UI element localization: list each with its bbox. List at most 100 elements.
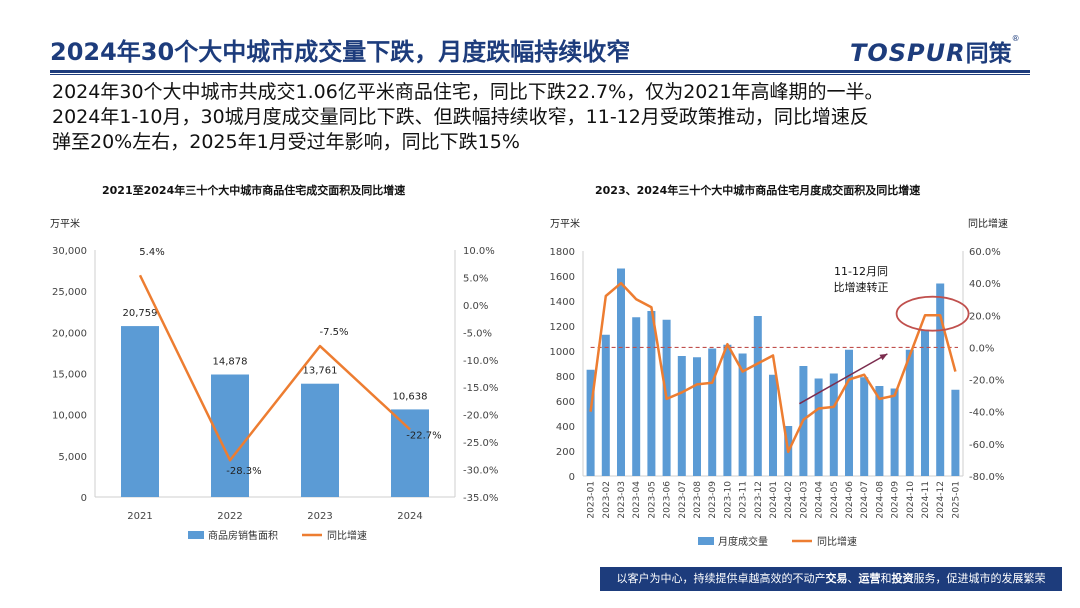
chart1-ytick-label: 15,000: [52, 370, 87, 381]
chart2-xtick-label: 2024-09: [891, 481, 901, 519]
chart2-xtick-label: 2023-05: [647, 481, 657, 519]
chart1-y2tick-label: -5.0%: [463, 328, 492, 339]
chart2-highlight-ellipse: [895, 295, 970, 332]
chart2-xtick-label: 2024-08: [875, 481, 885, 519]
footer-sep-2: 和: [880, 572, 892, 585]
chart1-growth-line: [138, 274, 411, 462]
chart2-legend-bar-label: 月度成交量: [718, 535, 768, 548]
chart1-y2tick-label: -30.0%: [463, 466, 498, 477]
chart2-bar: [632, 317, 641, 476]
chart2-xtick-label: 2024-05: [830, 481, 840, 519]
logo-reg: ®: [1011, 34, 1020, 43]
chart1-xtick-label: 2021: [127, 511, 152, 522]
chart1-ytick-label: 10,000: [52, 411, 87, 422]
footer-text-1: 以客户为中心，持续提供卓越高效的不动产: [616, 572, 826, 585]
chart2-xtick-label: 2023-11: [739, 481, 749, 519]
tospur-logo: TOSPUR同策®: [850, 34, 1020, 68]
chart1-y2tick-label: -25.0%: [463, 438, 498, 449]
chart1-xtick-label: 2024: [397, 511, 422, 522]
footer-banner: 以客户为中心，持续提供卓越高效的不动产交易、运营和投资服务，促进城市的发展繁荣: [600, 567, 1062, 591]
chart1-ytick-label: 20,000: [52, 328, 87, 339]
chart2-ytick-label: 1000: [550, 347, 575, 358]
chart1-xtick-label: 2022: [217, 511, 242, 522]
chart2-bar: [647, 311, 656, 476]
chart2-bar: [708, 348, 717, 476]
title-rule-thin: [50, 74, 1030, 75]
chart2-xtick-label: 2023-03: [617, 481, 627, 519]
chart2-annotation-line2: 比增速转正: [834, 280, 889, 294]
chart2-bar: [617, 268, 625, 476]
chart1-bar-label: 14,878: [213, 357, 248, 368]
chart1-ytick-label: 5,000: [58, 452, 87, 463]
chart2-xtick-label: 2023-06: [663, 481, 673, 519]
chart1-line-label: -28.3%: [226, 466, 261, 477]
chart2-bar: [769, 374, 777, 476]
chart1-y2tick-label: 0.0%: [463, 301, 488, 312]
summary-text: 2024年30个大中城市共成交1.06亿平米商品住宅，同比下跌22.7%，仅为2…: [52, 80, 1042, 155]
chart1-y2tick-label: -15.0%: [463, 383, 498, 394]
chart2-xtick-label: 2024-07: [860, 481, 870, 519]
chart1-bar-label: 13,761: [303, 366, 338, 377]
chart1-line-label: -7.5%: [319, 327, 348, 338]
chart2-xtick-label: 2023-12: [754, 481, 764, 519]
chart1-ytick-label: 25,000: [52, 287, 87, 298]
chart1-xtick-label: 2023: [307, 511, 332, 522]
chart2-xtick-label: 2024-06: [845, 481, 855, 519]
chart2-y2label: 同比增速: [968, 217, 1008, 230]
chart2-y2tick-label: -60.0%: [969, 440, 1004, 451]
chart2-bar: [936, 283, 945, 476]
chart2-ytick-label: 1800: [550, 247, 575, 258]
chart2-legend-bar-swatch: [698, 537, 714, 545]
chart2-ytick-label: 1400: [550, 297, 575, 308]
chart2-y2tick-label: -40.0%: [969, 408, 1004, 419]
footer-sep-1: 、: [847, 572, 859, 585]
chart2-xtick-label: 2023-10: [723, 481, 733, 519]
chart1-y2tick-label: -10.0%: [463, 356, 498, 367]
chart2-xtick-label: 2024-03: [799, 481, 809, 519]
chart2-bar: [829, 373, 838, 476]
chart2-xtick-label: 2023-01: [587, 481, 597, 519]
summary-line-3: 弹至20%左右，2025年1月受过年影响，同比下跌15%: [52, 131, 520, 153]
chart1-line-label: 5.4%: [139, 247, 164, 258]
chart2-title: 2023、2024年三十个大中城市商品住宅月度成交面积及同比增速: [595, 184, 921, 197]
chart1-line-label: -22.7%: [406, 430, 441, 441]
chart2-xtick-label: 2023-07: [678, 481, 688, 519]
footer-bold-2: 运营: [858, 572, 881, 585]
monthly-chart: 万平米 同比增速020040060080010001200140016001800…: [550, 217, 1008, 548]
summary-line-1: 2024年30个大中城市共成交1.06亿平米商品住宅，同比下跌22.7%，仅为2…: [52, 81, 884, 103]
chart2-growth-line: [589, 281, 957, 454]
chart2-ytick-label: 800: [556, 372, 575, 383]
page-title: 2024年30个大中城市成交量下跌，月度跌幅持续收窄: [50, 38, 631, 66]
chart2-ytick-label: 0: [569, 472, 575, 483]
chart1-ytick-label: 30,000: [52, 246, 87, 257]
footer-bold-1: 交易: [825, 572, 848, 585]
chart2-bar: [738, 353, 747, 476]
footer-text-2: 服务，促进城市的发展繁荣: [913, 572, 1046, 585]
chart2-xtick-label: 2025-01: [951, 481, 961, 519]
chart2-trend-arrow: [799, 353, 888, 405]
chart2-bar: [814, 378, 823, 476]
chart2-y2tick-label: 0.0%: [969, 343, 994, 354]
chart1-y2tick-label: -35.0%: [463, 493, 498, 504]
chart2-bar: [723, 344, 732, 476]
chart1-y2tick-label: -20.0%: [463, 411, 498, 422]
chart1-ytick-label: 0: [81, 493, 87, 504]
chart2-xtick-label: 2023-02: [602, 481, 612, 519]
chart2-xtick-label: 2024-04: [815, 481, 825, 519]
chart2-xtick-label: 2024-11: [921, 481, 931, 519]
chart2-ytick-label: 1200: [550, 322, 575, 333]
chart1-bar-label: 20,759: [123, 308, 158, 319]
chart2-ytick-label: 200: [556, 447, 575, 458]
chart2-bar: [586, 369, 595, 476]
chart2-bar: [677, 356, 686, 476]
chart2-y2tick-label: 40.0%: [969, 279, 1001, 290]
chart1-y2tick-label: 10.0%: [463, 246, 495, 257]
chart2-bar: [860, 377, 869, 476]
chart2-annotation-line1: 11-12月同: [834, 265, 888, 278]
chart2-bar: [693, 357, 701, 476]
chart2-bar: [951, 389, 960, 476]
chart2-ytick-label: 400: [556, 422, 575, 433]
annual-chart: 万平米 0 5,000 10,000 15,000 20,000 25,000 30,000 -…: [50, 217, 498, 542]
chart1-legend-line-label: 同比增速: [327, 529, 367, 542]
chart1-title: 2021至2024年三十个大中城市商品住宅成交面积及同比增速: [102, 184, 406, 197]
